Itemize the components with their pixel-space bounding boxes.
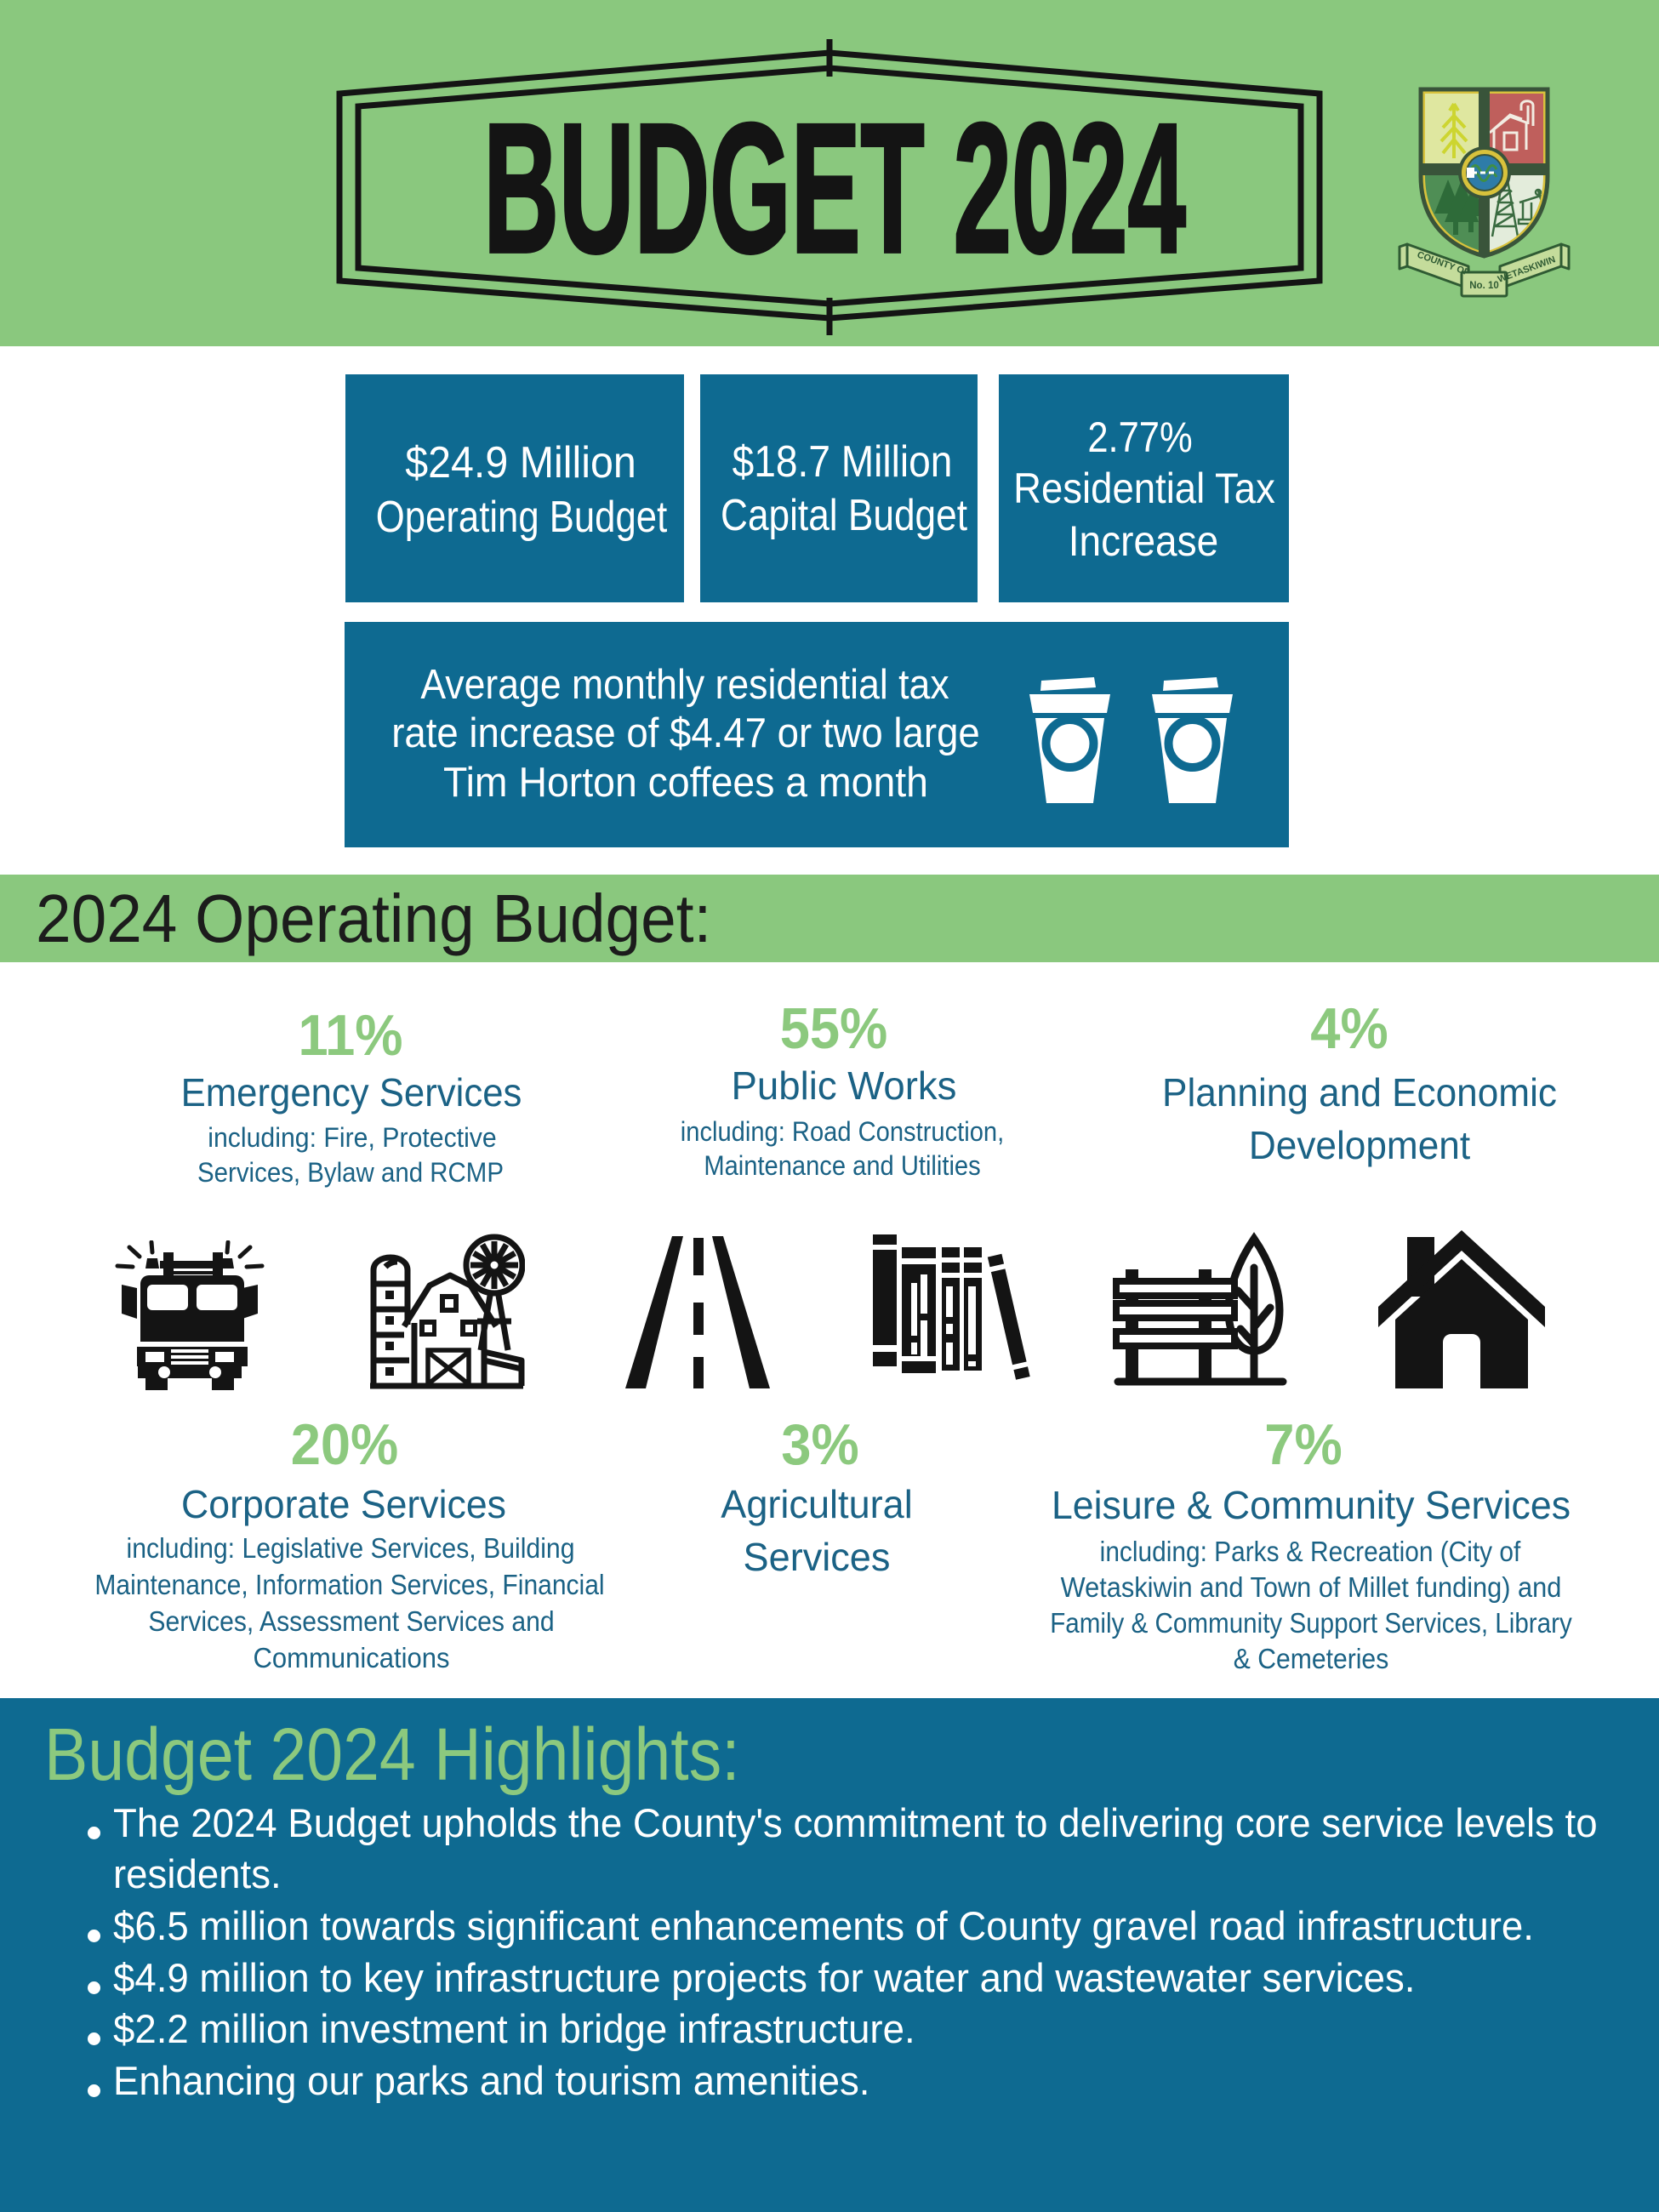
svg-text:No. 10: No. 10 bbox=[1469, 281, 1499, 291]
